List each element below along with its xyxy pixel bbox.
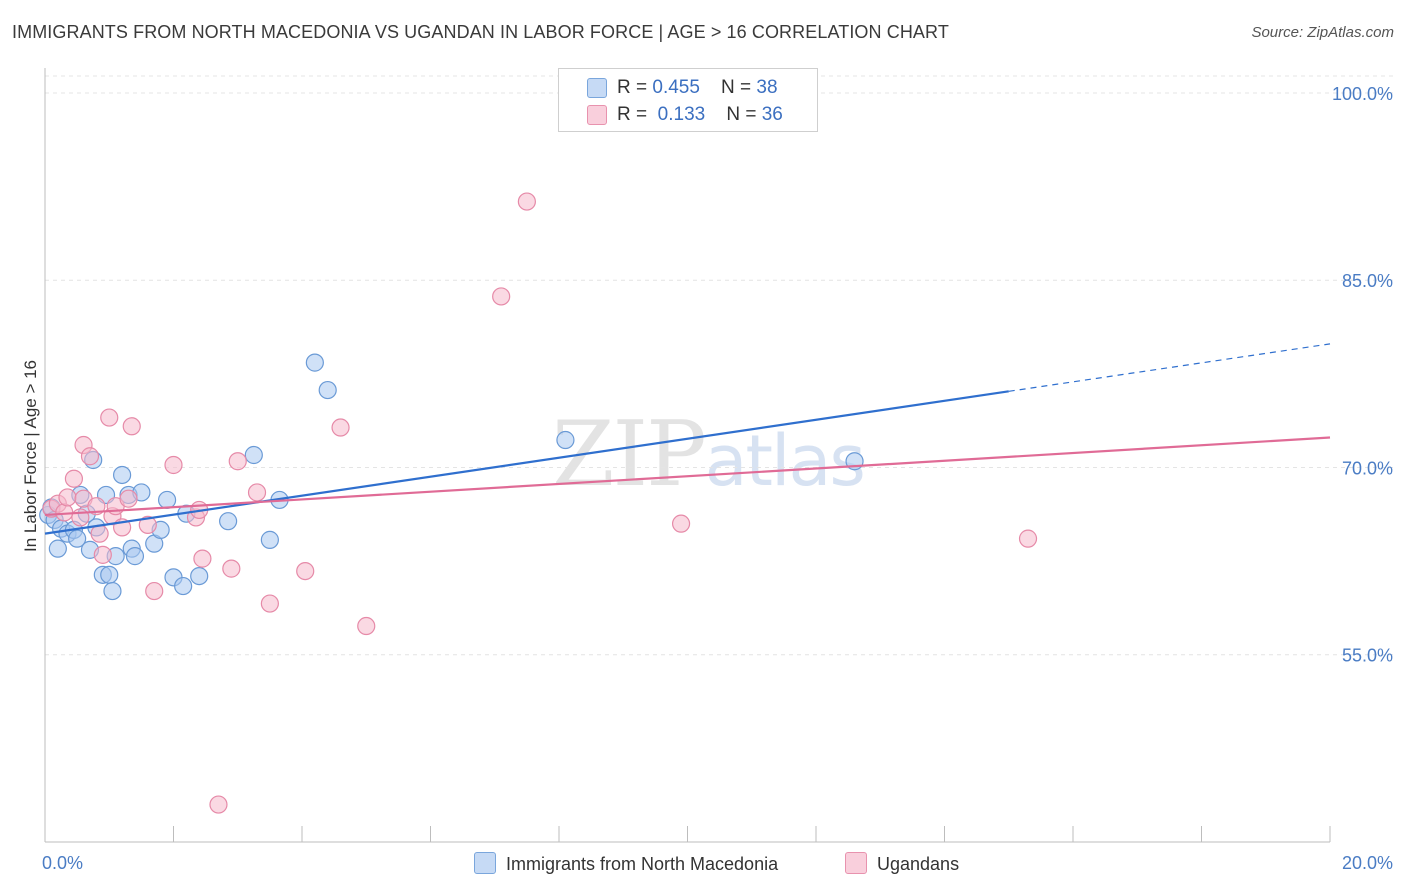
ugandan-point [357, 616, 376, 636]
legend-r-value: 0.133 [657, 104, 706, 125]
ugandan-point [492, 287, 511, 306]
y-tick-label: 70.0% [1342, 458, 1393, 478]
ugandan-point [260, 594, 279, 613]
y-axis-label: In Labor Force | Age > 16 [21, 360, 40, 552]
legend-swatch-blue [587, 78, 607, 98]
trend-line-north-macedonia-extension [1008, 343, 1331, 392]
ugandan-point [228, 452, 247, 471]
legend-n-label: N = [726, 104, 762, 125]
north-macedonia-point [260, 530, 279, 549]
bottom-legend-swatch-blue [474, 852, 496, 874]
x-tick-labels: 0.0% 20.0% [42, 853, 1393, 873]
bottom-legend-swatch-pink [845, 852, 867, 874]
north-macedonia-point [174, 576, 193, 596]
ugandan-point [138, 515, 157, 535]
series-north-macedonia-points [39, 353, 864, 601]
north-macedonia-point [219, 512, 238, 531]
x-tick-label: 20.0% [1342, 853, 1393, 873]
ugandan-point [247, 483, 267, 502]
legend-r-label: R = [617, 77, 653, 98]
ugandan-point [93, 545, 112, 564]
ugandan-point [64, 469, 84, 488]
legend-n-label: N = [721, 77, 757, 98]
ugandan-point [100, 408, 119, 427]
y-tick-label: 55.0% [1342, 646, 1393, 666]
ugandan-point [1018, 529, 1038, 548]
north-macedonia-point [305, 353, 324, 372]
north-macedonia-point [48, 539, 67, 558]
ugandan-point [145, 581, 164, 601]
north-macedonia-point [244, 445, 263, 465]
north-macedonia-point [100, 565, 119, 584]
ugandan-point [164, 455, 183, 475]
bottom-legend-label-ugandans: Ugandans [877, 854, 960, 874]
ugandan-point [87, 497, 106, 516]
north-macedonia-point [190, 566, 209, 586]
ugandan-point [80, 447, 100, 466]
ugandan-point [122, 417, 141, 436]
axes [44, 68, 1331, 843]
bottom-legend-label-north-macedonia: Immigrants from North Macedonia [506, 854, 779, 874]
ugandan-point [517, 192, 536, 211]
legend-n-value: 36 [761, 104, 783, 125]
y-tick-label: 85.0% [1342, 271, 1393, 291]
north-macedonia-point [556, 430, 575, 450]
bottom-legend-north-macedonia: Immigrants from North Macedonia [474, 852, 778, 875]
bottom-legend-ugandans: Ugandans [845, 852, 959, 875]
legend-r-label: R = [617, 104, 653, 125]
source-credit: Source: ZipAtlas.com [1251, 24, 1394, 41]
y-tick-labels: 55.0% 70.0% 85.0% 100.0% [1332, 84, 1393, 666]
x-tick-label: 0.0% [42, 853, 83, 873]
legend-n-value: 38 [756, 77, 778, 98]
north-macedonia-point [318, 380, 337, 400]
ugandan-point [193, 549, 212, 568]
watermark-atlas: atlas [704, 420, 866, 502]
north-macedonia-point [125, 547, 145, 566]
ugandan-point [119, 489, 138, 508]
y-tick-label: 100.0% [1332, 84, 1393, 104]
ugandan-point [296, 561, 315, 581]
ugandan-point [671, 514, 691, 533]
trend-line-north-macedonia [44, 390, 1009, 535]
legend-swatch-pink [587, 105, 607, 125]
north-macedonia-point [157, 490, 177, 510]
legend-stats-north-macedonia: R = 0.455 N = 38 [617, 77, 778, 99]
trend-line-ugandans [44, 436, 1331, 517]
chart-title: IMMIGRANTS FROM NORTH MACEDONIA VS UGAND… [12, 22, 949, 42]
north-macedonia-point [112, 465, 132, 485]
north-macedonia-point [103, 581, 122, 601]
ugandan-point [222, 559, 241, 578]
grid-lines [45, 75, 1394, 656]
series-ugandans-points [42, 192, 1038, 814]
ugandan-point [90, 524, 109, 543]
ugandan-point [58, 488, 77, 507]
ugandan-point [209, 795, 228, 814]
trend-lines [44, 343, 1331, 535]
legend-stats-ugandans: R = 0.133 N = 36 [617, 104, 783, 126]
legend-r-value: 0.455 [652, 77, 700, 98]
ugandan-point [331, 418, 350, 437]
north-macedonia-point [68, 529, 87, 548]
legend: R = 0.455 N = 38 R = 0.133 N = 36 [558, 68, 818, 132]
